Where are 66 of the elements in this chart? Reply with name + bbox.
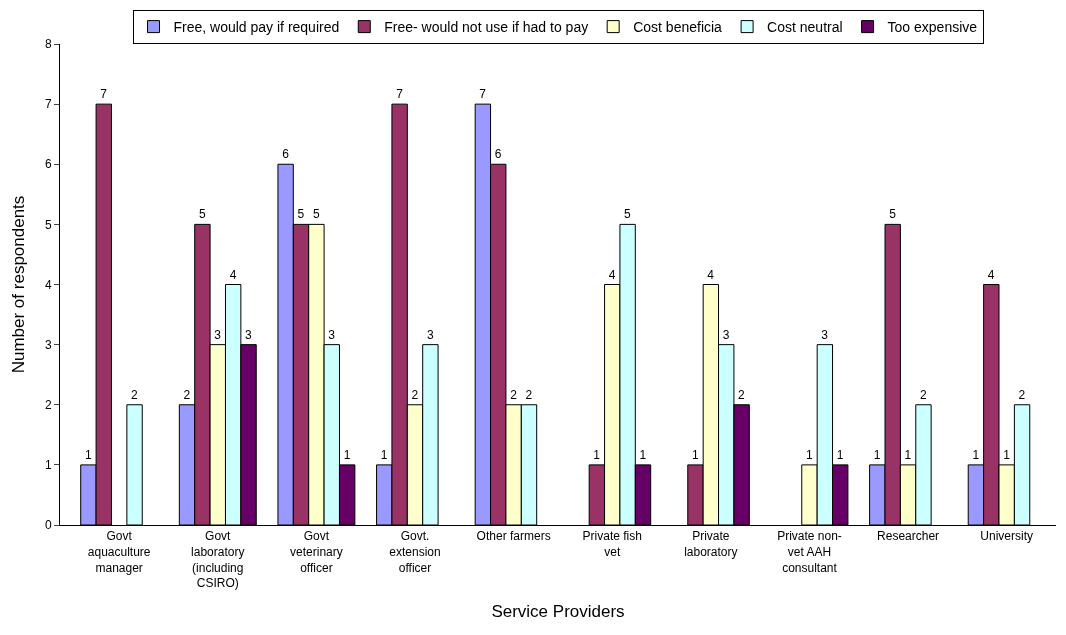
data-label: 5 bbox=[297, 207, 305, 222]
x-tick-label: Govt. extension officer bbox=[389, 529, 441, 575]
data-label: 4 bbox=[707, 267, 715, 282]
data-label: 6 bbox=[282, 147, 290, 162]
data-label: 1 bbox=[380, 447, 388, 462]
x-tick-label: Private laboratory bbox=[684, 529, 738, 559]
data-label: 2 bbox=[738, 387, 746, 402]
y-tick-label: 8 bbox=[44, 37, 52, 52]
data-label: 1 bbox=[972, 447, 980, 462]
data-label: 3 bbox=[328, 327, 336, 342]
x-axis-title: Service Providers bbox=[491, 601, 625, 621]
data-label: 3 bbox=[426, 327, 434, 342]
data-label: 1 bbox=[873, 447, 881, 462]
data-label: 1 bbox=[691, 447, 699, 462]
data-label: 1 bbox=[343, 447, 351, 462]
data-label: 4 bbox=[229, 267, 237, 282]
x-tick-label: Other farmers bbox=[476, 529, 551, 544]
data-label: 1 bbox=[639, 447, 647, 462]
y-tick-label: 2 bbox=[44, 397, 52, 412]
data-label: 1 bbox=[84, 447, 92, 462]
legend-label: Free- would not use if had to pay bbox=[384, 19, 589, 36]
legend-label: Too expensive bbox=[887, 19, 978, 36]
data-label: 7 bbox=[100, 87, 108, 102]
legend-label: Cost neutral bbox=[767, 19, 843, 36]
y-tick-label: 7 bbox=[44, 97, 52, 112]
data-label: 2 bbox=[510, 387, 518, 402]
data-label: 5 bbox=[624, 207, 632, 222]
y-tick-label: 6 bbox=[44, 157, 52, 172]
legend-label: Cost beneficia bbox=[633, 19, 723, 36]
data-label: 4 bbox=[987, 267, 995, 282]
x-tick-label: Govt veterinary officer bbox=[290, 529, 343, 575]
y-axis-title: Number of respondents bbox=[9, 195, 29, 374]
y-tick-label: 3 bbox=[44, 337, 52, 352]
data-label: 2 bbox=[131, 387, 139, 402]
data-label: 3 bbox=[821, 327, 829, 342]
y-tick-label: 5 bbox=[44, 217, 52, 232]
data-label: 7 bbox=[396, 87, 404, 102]
legend-label: Free, would pay if required bbox=[173, 19, 340, 36]
x-tick-label: University bbox=[980, 529, 1034, 544]
x-tick-label: Govt aquaculture manager bbox=[87, 529, 151, 575]
data-label: 2 bbox=[183, 387, 191, 402]
data-label: 2 bbox=[525, 387, 533, 402]
data-label: 2 bbox=[919, 387, 927, 402]
data-label: 1 bbox=[1003, 447, 1011, 462]
data-label: 2 bbox=[411, 387, 419, 402]
data-label: 4 bbox=[608, 267, 616, 282]
y-tick-label: 1 bbox=[44, 458, 52, 473]
data-label: 3 bbox=[214, 327, 222, 342]
data-label: 2 bbox=[1018, 387, 1026, 402]
data-label: 3 bbox=[722, 327, 730, 342]
data-label: 1 bbox=[593, 447, 601, 462]
data-label: 5 bbox=[198, 207, 206, 222]
y-tick-label: 0 bbox=[44, 518, 52, 533]
x-tick-label: Govt laboratory (including CSIRO) bbox=[191, 529, 245, 591]
data-label: 6 bbox=[494, 147, 502, 162]
data-label: 3 bbox=[245, 327, 253, 342]
data-label: 1 bbox=[904, 447, 912, 462]
data-label: 7 bbox=[479, 87, 487, 102]
data-label: 1 bbox=[836, 447, 844, 462]
x-tick-label: Private non- vet AAH consultant bbox=[777, 529, 842, 575]
x-tick-label: Private fish vet bbox=[582, 529, 642, 559]
data-label: 5 bbox=[312, 207, 320, 222]
data-label: 5 bbox=[889, 207, 897, 222]
y-tick-label: 4 bbox=[44, 277, 52, 292]
x-tick-label: Researcher bbox=[877, 529, 940, 544]
data-label: 1 bbox=[805, 447, 813, 462]
